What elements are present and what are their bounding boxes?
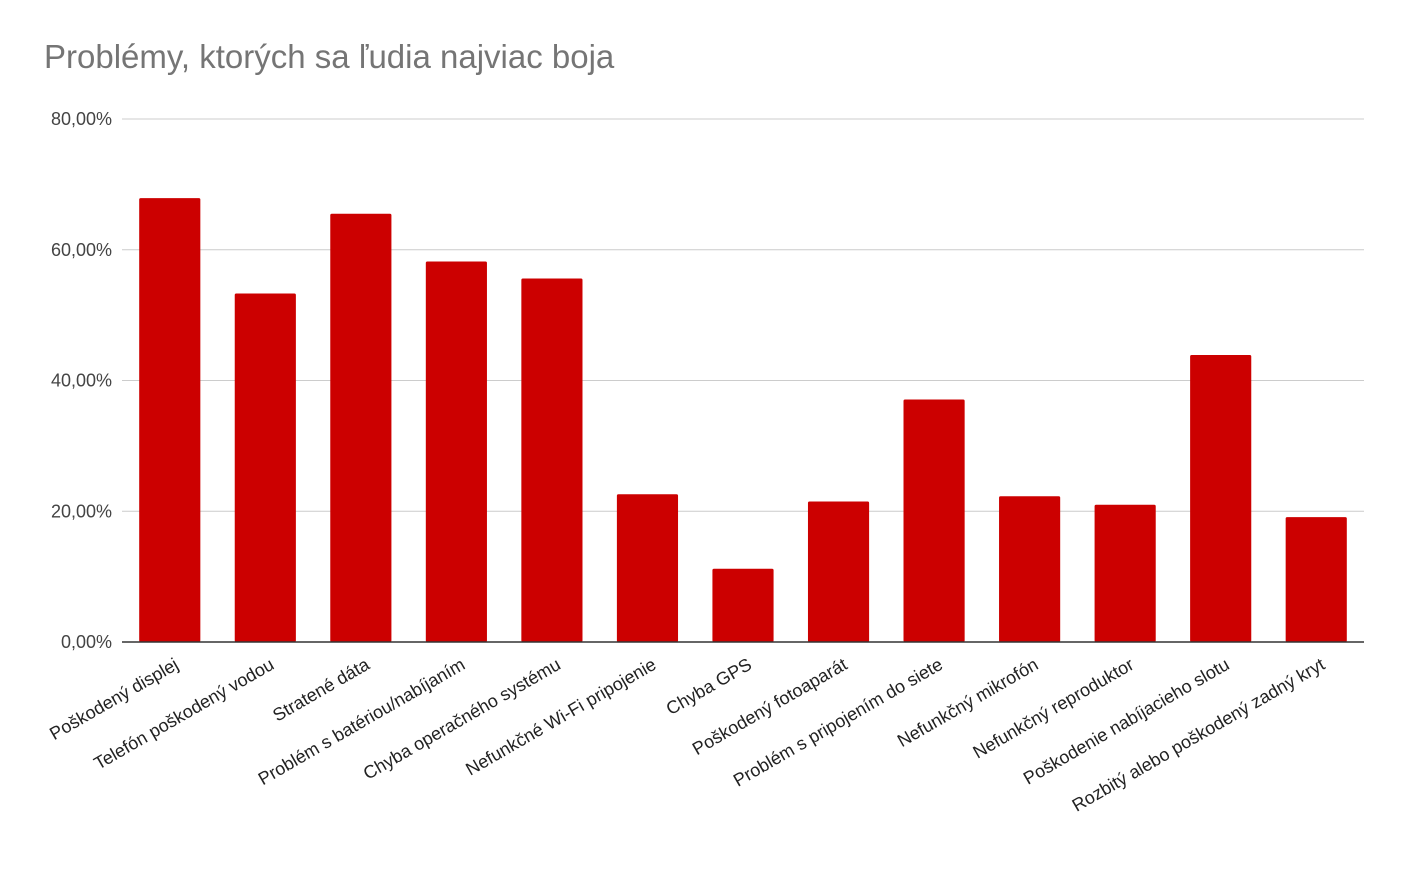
y-tick-label: 80,00% <box>51 109 112 129</box>
y-axis-tick-labels: 0,00% 20,00% 40,00% 60,00% 80,00% <box>51 109 112 652</box>
bar <box>999 496 1061 642</box>
bar <box>1094 504 1156 642</box>
bar <box>425 261 487 642</box>
x-tick-label: Poškodený fotoaparát <box>689 654 851 759</box>
chart-title: Problémy, ktorých sa ľudia najviac boja <box>44 38 615 75</box>
x-tick-label: Nefunkčný reproduktor <box>969 654 1137 762</box>
x-tick-label: Chyba GPS <box>663 654 755 719</box>
y-tick-label: 60,00% <box>51 240 112 260</box>
y-tick-label: 20,00% <box>51 501 112 521</box>
bar <box>330 213 392 642</box>
bars <box>139 198 1347 642</box>
bar <box>1285 517 1347 642</box>
bar <box>1190 355 1252 642</box>
bar <box>616 494 679 642</box>
gridlines <box>122 118 1364 512</box>
bar <box>139 198 201 642</box>
bar <box>712 568 774 642</box>
bar <box>521 278 583 642</box>
y-tick-label: 40,00% <box>51 371 112 391</box>
bar <box>903 399 965 642</box>
bar <box>234 293 296 642</box>
y-tick-label: 0,00% <box>61 632 112 652</box>
x-tick-label: Telefón poškodený vodou <box>91 654 278 773</box>
bar <box>807 501 870 642</box>
